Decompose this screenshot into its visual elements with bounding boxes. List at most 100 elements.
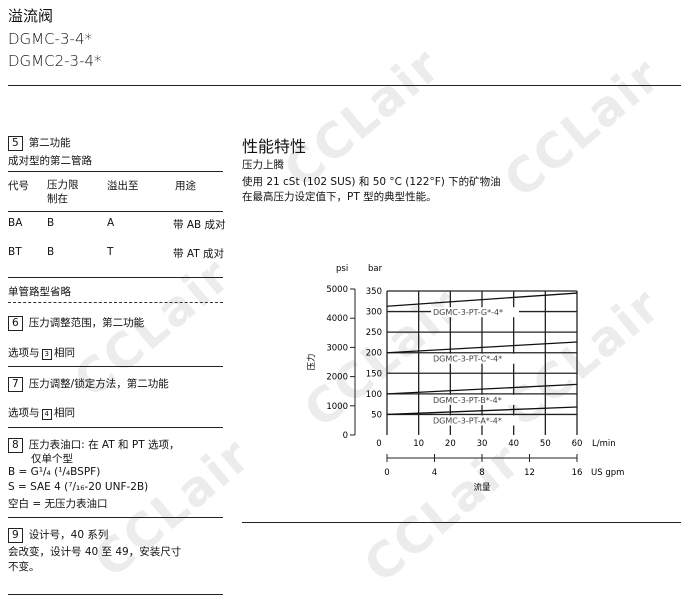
x-tick-label: 0: [376, 439, 381, 449]
rule: [8, 517, 223, 518]
section-6-title: 6 压力调整范围，第二功能: [8, 315, 144, 331]
cell: BA: [8, 217, 23, 229]
psi-tick-label: 3000: [326, 343, 348, 353]
x-tick-label: 60: [572, 439, 583, 449]
gpm-unit-label: US gpm: [591, 468, 624, 478]
gpm-tick-label: 16: [572, 468, 583, 478]
title-cn: 溢流阀: [8, 7, 54, 25]
series-line-B: [386, 383, 578, 395]
rule: [8, 366, 223, 367]
cell: B: [47, 217, 55, 229]
cell: B: [47, 246, 55, 258]
series-label-G: DGMC-3-PT-G*-4*: [433, 308, 503, 317]
y-unit-left: psi: [336, 264, 348, 274]
x-tick-label: 30: [477, 439, 488, 449]
rule: [8, 171, 223, 172]
option-blank: 空白 = 无压力表油口: [8, 498, 108, 510]
section-7-option: 选项与 4 相同: [8, 405, 75, 420]
dashed-rule: [8, 302, 223, 303]
series-label-bg: [431, 394, 519, 405]
text: 选项与: [8, 347, 40, 359]
section-9-text: 会改变，设计号 40 至 49，安装尺寸: [8, 546, 182, 558]
psi-tick-label: 0: [343, 431, 348, 441]
cell: 带 AT 成对: [173, 248, 224, 260]
section-9-title: 9 设计号，40 系列: [8, 527, 108, 543]
cell: BT: [8, 246, 22, 258]
section-title: 设计号，40 系列: [28, 529, 109, 541]
section-9-text-2: 不变。: [8, 561, 40, 573]
col-header-limit: 压力限 制在: [47, 178, 79, 206]
rule: [8, 211, 223, 212]
series-line-G: [386, 292, 578, 307]
y-tick-label-bar: 350: [366, 287, 382, 297]
col-header-line: 制在: [47, 193, 68, 205]
x-tick-label: 10: [413, 439, 424, 449]
series-label-bg: [431, 307, 519, 318]
psi-tick-label: 2000: [326, 373, 348, 383]
section-7-title: 7 压力调整/锁定方法，第二功能: [8, 376, 169, 392]
col-header-line: 压力限: [47, 179, 79, 191]
section-8-title-2: 仅单个型: [31, 453, 73, 465]
col-header-code: 代号: [8, 180, 29, 192]
rule: [8, 427, 223, 428]
col-header-use: 用途: [175, 180, 196, 192]
y-tick-label-bar: 50: [371, 410, 382, 420]
ref-box: 4: [41, 409, 52, 420]
section-number: 9: [8, 528, 23, 543]
model-2: DGMC2-3-4*: [8, 52, 102, 70]
cell: A: [107, 217, 115, 229]
col-header-overflow: 溢出至: [107, 180, 139, 192]
rule: [8, 594, 223, 595]
y-tick-label-bar: 300: [366, 308, 382, 318]
psi-tick-label: 5000: [326, 285, 348, 295]
section-heading: 性能特性: [242, 137, 307, 156]
series-label-bg: [431, 415, 519, 426]
condition-text-2: 在最高压力设定值下，PT 型的典型性能。: [242, 191, 437, 203]
y-tick-label-bar: 150: [366, 369, 382, 379]
cell: T: [107, 246, 114, 258]
series-label-bg: [431, 353, 519, 364]
ref-box: 3: [41, 349, 52, 360]
text: 相同: [53, 347, 75, 359]
section-6-option: 选项与 3 相同: [8, 345, 75, 360]
cell: 带 AB 成对: [173, 219, 226, 231]
x-axis-label: 流量: [473, 482, 491, 493]
gpm-tick-label: 4: [432, 468, 437, 478]
series-label-C: DGMC-3-PT-C*-4*: [433, 355, 502, 364]
series-label-B: DGMC-3-PT-B*-4*: [433, 396, 502, 405]
x-tick-label: 50: [540, 439, 551, 449]
model-1: DGMC-3-4*: [8, 30, 93, 48]
section-title: 压力调整范围，第二功能: [28, 317, 145, 329]
y-axis-label: 压力: [306, 353, 317, 370]
header-rule: [8, 85, 681, 86]
series-line-A: [386, 406, 578, 416]
chart-subtitle: 压力上腾: [242, 159, 284, 171]
psi-tick-label: 1000: [326, 402, 348, 412]
gpm-tick-label: 12: [524, 468, 535, 478]
single-line-note: 单管路型省略: [8, 286, 71, 298]
section-8-title: 8 压力表油口: 在 AT 和 PT 选项，: [8, 437, 179, 453]
psi-tick-label: 4000: [326, 314, 348, 324]
gpm-tick-label: 0: [384, 468, 389, 478]
section-number: 6: [8, 316, 23, 331]
x-tick-label: 40: [508, 439, 519, 449]
rule: [242, 522, 681, 523]
y-tick-label-bar: 200: [366, 349, 382, 359]
text: 相同: [53, 407, 75, 419]
x-unit-label: L/min: [592, 439, 616, 449]
section-title: 压力表油口: 在 AT 和 PT 选项，: [28, 439, 180, 451]
option-s: S = SAE 4 (⁷/₁₆-20 UNF-2B): [8, 481, 149, 493]
text: 选项与: [8, 407, 40, 419]
option-b: B = G¹/₄ (¹/₄BSPF): [8, 466, 101, 478]
y-unit-right: bar: [368, 264, 383, 274]
section-number: 7: [8, 377, 23, 392]
section-title: 压力调整/锁定方法，第二功能: [28, 378, 169, 390]
section-number: 8: [8, 438, 23, 453]
section-5-title: 5 第二功能: [8, 135, 71, 151]
rule: [8, 277, 223, 278]
series-line-C: [386, 341, 578, 354]
section-5-subtitle: 成对型的第二管路: [8, 155, 92, 167]
y-tick-label-bar: 100: [366, 390, 382, 400]
